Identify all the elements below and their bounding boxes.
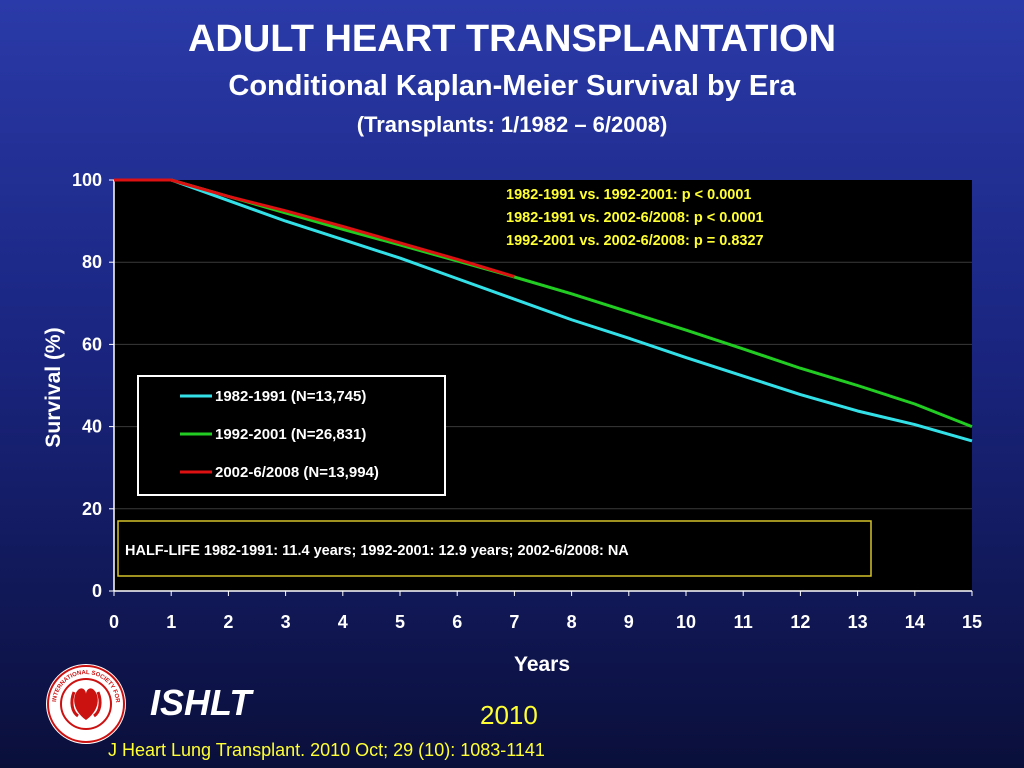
legend-label: 1992-2001 (N=26,831) [215,426,366,443]
y-tick-label: 40 [82,417,102,437]
ishlt-logo: INTERNATIONAL SOCIETY FOR HEART & LUNG T… [44,662,126,744]
y-tick-label: 0 [92,581,102,601]
x-tick-label: 3 [281,612,291,632]
series-line-3 [114,178,515,279]
page-title: ADULT HEART TRANSPLANTATION [187,18,837,60]
x-tick-label: 6 [452,612,462,632]
x-axis-label: Years [514,653,570,676]
page-subtitle: Conditional Kaplan-Meier Survival by Era [228,70,796,102]
y-tick-label: 20 [82,499,102,519]
y-tick-label: 80 [82,252,102,272]
y-tick-label: 60 [82,334,102,354]
x-tick-label: 9 [624,612,634,632]
x-tick-label: 8 [567,612,577,632]
x-tick-label: 0 [109,612,119,632]
org-label: ISHLT [150,682,252,723]
year-label: 2010 [480,700,538,730]
x-tick-label: 1 [166,612,176,632]
legend-label: 1982-1991 (N=13,745) [215,388,366,405]
x-tick-label: 5 [395,612,405,632]
citation: J Heart Lung Transplant. 2010 Oct; 29 (1… [108,740,545,760]
x-tick-label: 11 [734,612,753,632]
x-tick-label: 4 [338,612,348,632]
x-tick-label: 13 [848,612,868,632]
p-value-annotation: 1982-1991 vs. 2002-6/2008: p < 0.0001 [506,210,764,226]
x-tick-label: 10 [676,612,696,632]
y-axis-label: Survival (%) [42,327,65,447]
x-tick-label: 2 [223,612,233,632]
halflife-box [117,520,872,577]
x-tick-label: 15 [962,612,982,632]
legend-label: 2002-6/2008 (N=13,994) [215,464,379,481]
x-tick-label: 14 [905,612,925,632]
halflife-note: HALF-LIFE 1982-1991: 11.4 years; 1992-20… [125,543,629,559]
x-tick-label: 7 [509,612,519,632]
p-value-annotation: 1992-2001 vs. 2002-6/2008: p = 0.8327 [506,233,764,249]
p-value-annotation: 1982-1991 vs. 1992-2001: p < 0.0001 [506,187,752,203]
page-subtitle-dates: (Transplants: 1/1982 – 6/2008) [356,112,668,137]
series-line-1 [114,178,973,443]
y-tick-label: 100 [72,170,102,190]
x-tick-label: 12 [790,612,810,632]
